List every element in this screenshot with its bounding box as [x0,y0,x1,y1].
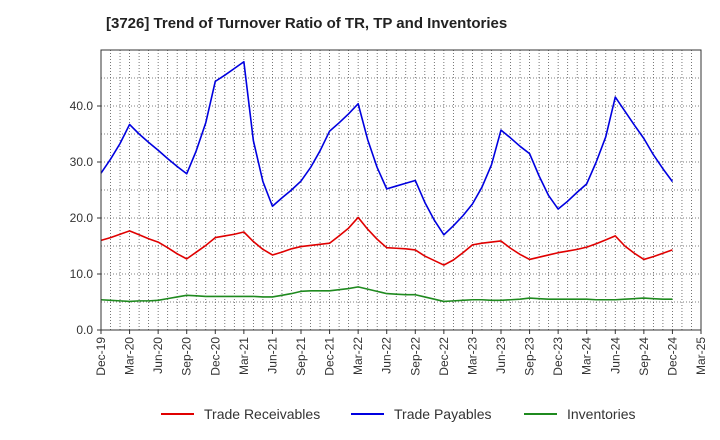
x-tick-label: Sep-22 [408,337,422,376]
y-tick-label: 10.0 [70,267,94,281]
x-tick-label: Dec-20 [208,337,222,376]
x-tick-label: Dec-21 [323,337,337,376]
x-tick-label: Jun-21 [265,337,279,374]
series-line-trade-payables [100,60,674,236]
x-tick-label: Mar-20 [123,337,137,375]
y-tick-label: 0.0 [76,323,93,337]
series-layer [100,60,674,303]
y-tick-label: 40.0 [70,99,94,113]
legend-label-inventories: Inventories [567,406,635,422]
x-tick-label: Dec-23 [551,337,565,376]
x-tick-label: Mar-24 [580,337,594,375]
x-tick-label: Mar-21 [237,337,251,375]
grid-layer [101,50,701,330]
x-tick-label: Sep-23 [523,337,537,376]
legend-label-trade-payables: Trade Payables [394,406,492,422]
x-tick-label: Mar-22 [351,337,365,375]
chart-title: [3726] Trend of Turnover Ratio of TR, TP… [106,15,508,32]
x-tick-label: Sep-24 [637,337,651,376]
x-tick-label: Jun-23 [494,337,508,374]
x-tick-label: Jun-20 [151,337,165,374]
x-tick-label: Mar-25 [694,337,708,375]
x-tick-label: Dec-19 [94,337,108,376]
legend: Trade Receivables Trade Payables Inventori… [161,406,635,422]
x-tick-label: Dec-22 [437,337,451,376]
legend-label-trade-receivables: Trade Receivables [204,406,320,422]
y-tick-label: 30.0 [70,155,94,169]
x-tick-label: Jun-24 [608,337,622,374]
series-line-inventories [100,286,673,303]
series-line-trade-receivables [100,216,673,266]
x-tick-label: Mar-23 [465,337,479,375]
plot-frame [100,49,702,331]
y-tick-label: 20.0 [70,211,94,225]
x-tick-label: Sep-21 [294,337,308,376]
x-tick-label: Dec-24 [665,337,679,376]
x-tick-label: Jun-22 [380,337,394,374]
y-axis: 0.0 10.0 20.0 30.0 40.0 [70,99,101,337]
x-tick-label: Sep-20 [180,337,194,376]
x-axis: Dec-19 Mar-20 Jun-20 Sep-20 Dec-20 Mar-21 Jun-… [94,330,708,376]
